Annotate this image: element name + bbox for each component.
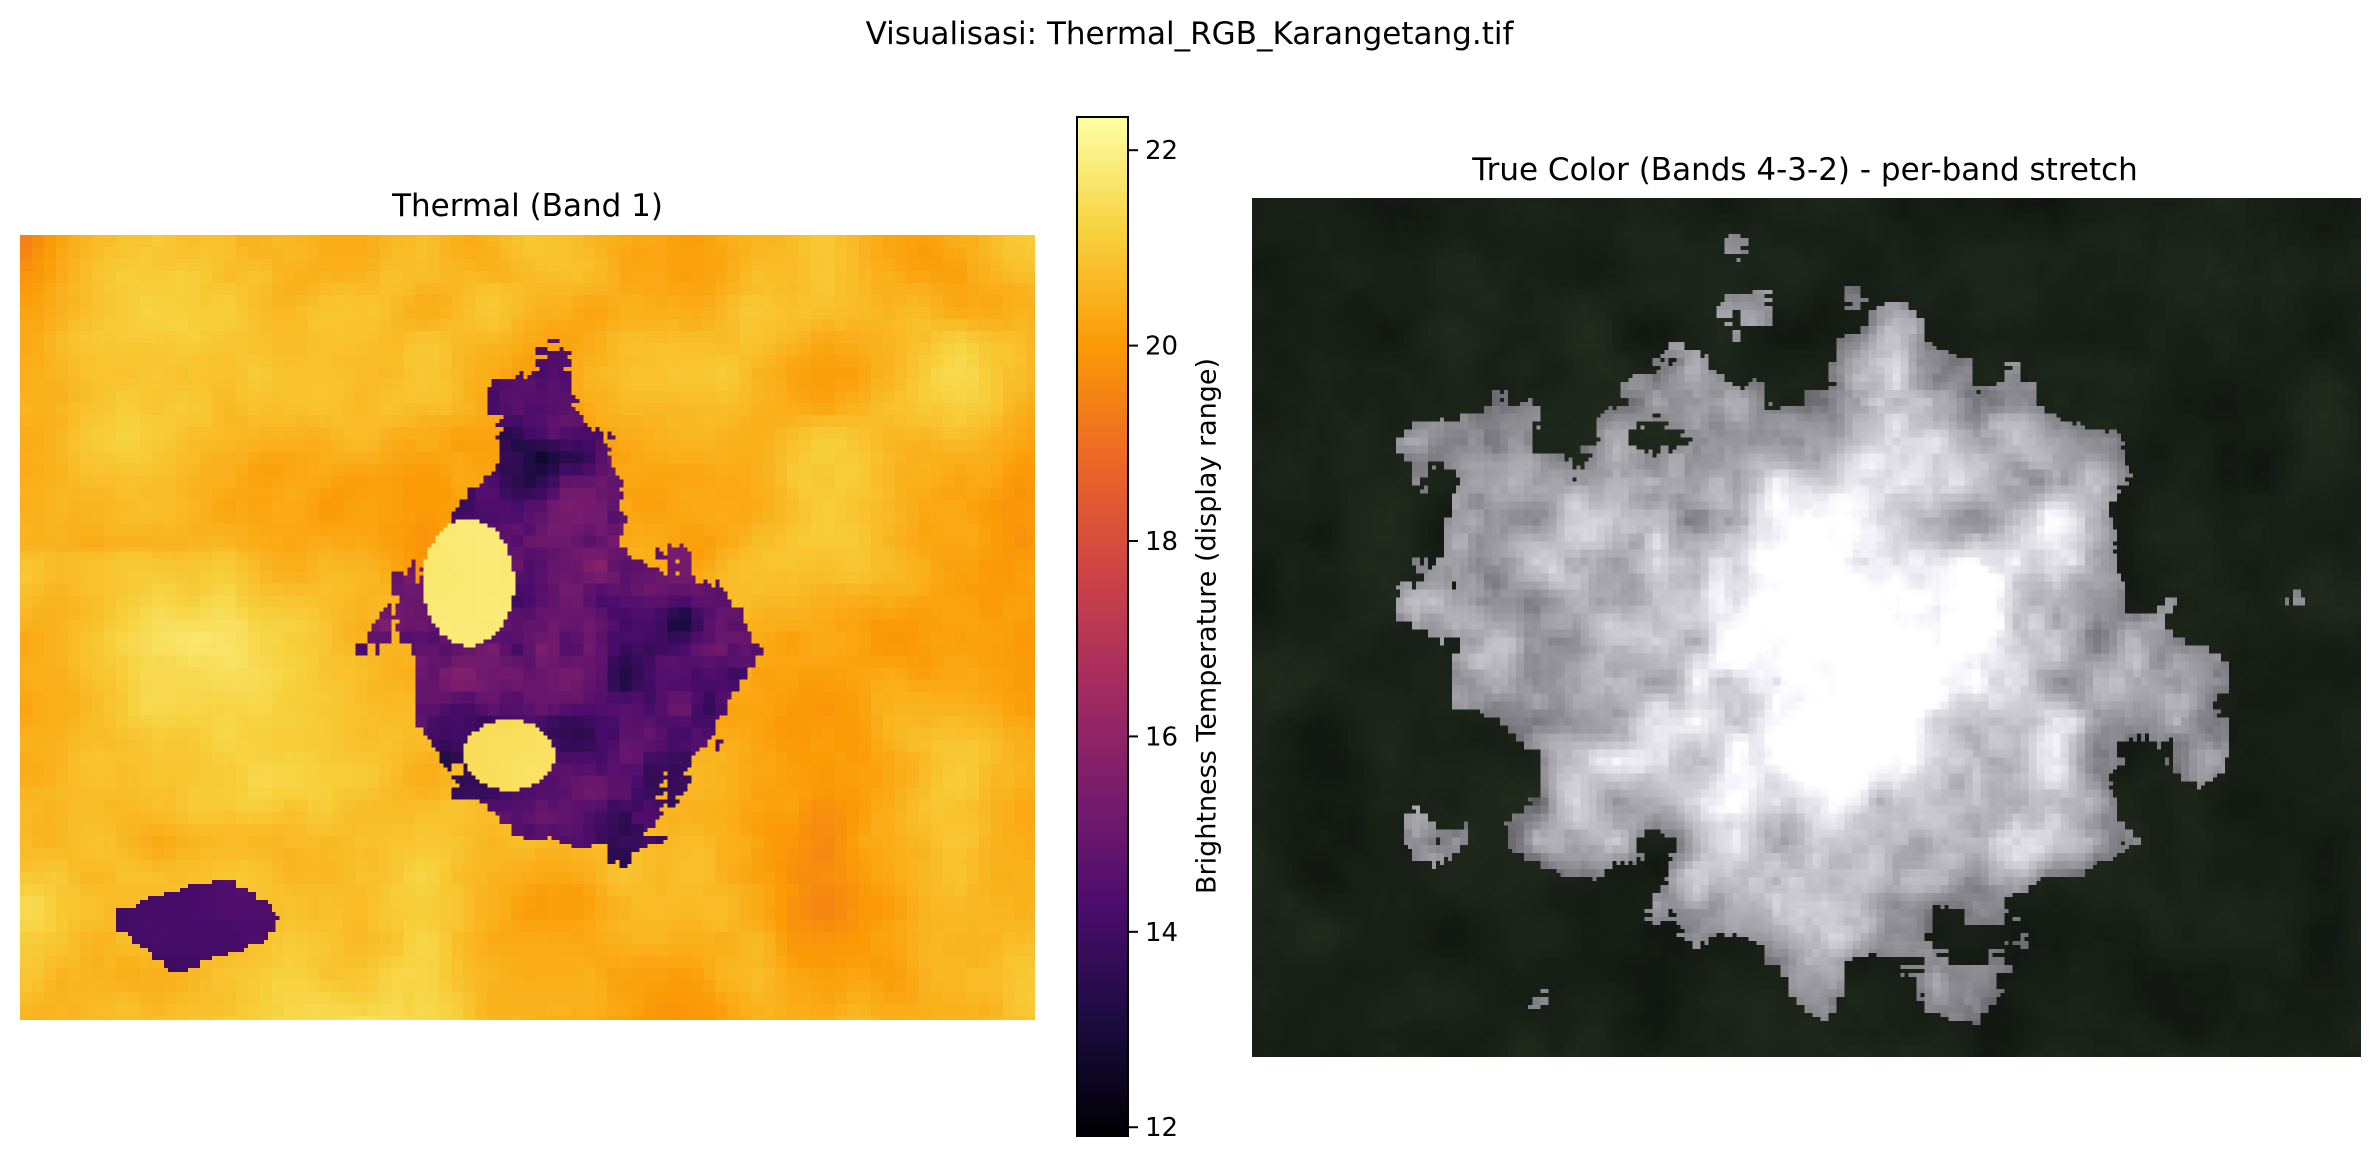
- colorbar-tick-label: 12: [1145, 1113, 1178, 1143]
- figure-title: Visualisasi: Thermal_RGB_Karangetang.tif: [865, 16, 1514, 52]
- rgb-panel-title: True Color (Bands 4-3-2) - per-band stre…: [1472, 152, 2138, 188]
- colorbar-tick-label: 14: [1145, 918, 1178, 948]
- colorbar-tick-label: 18: [1145, 527, 1178, 557]
- colorbar-gradient: [1078, 118, 1127, 1135]
- colorbar: [1076, 116, 1129, 1137]
- true-color-image: [1252, 198, 2361, 1057]
- colorbar-tick-label: 22: [1145, 136, 1178, 166]
- colorbar-tick-label: 16: [1145, 722, 1178, 752]
- thermal-heatmap: [20, 235, 1035, 1020]
- colorbar-tick-label: 20: [1145, 332, 1178, 362]
- thermal-panel-title: Thermal (Band 1): [392, 188, 663, 224]
